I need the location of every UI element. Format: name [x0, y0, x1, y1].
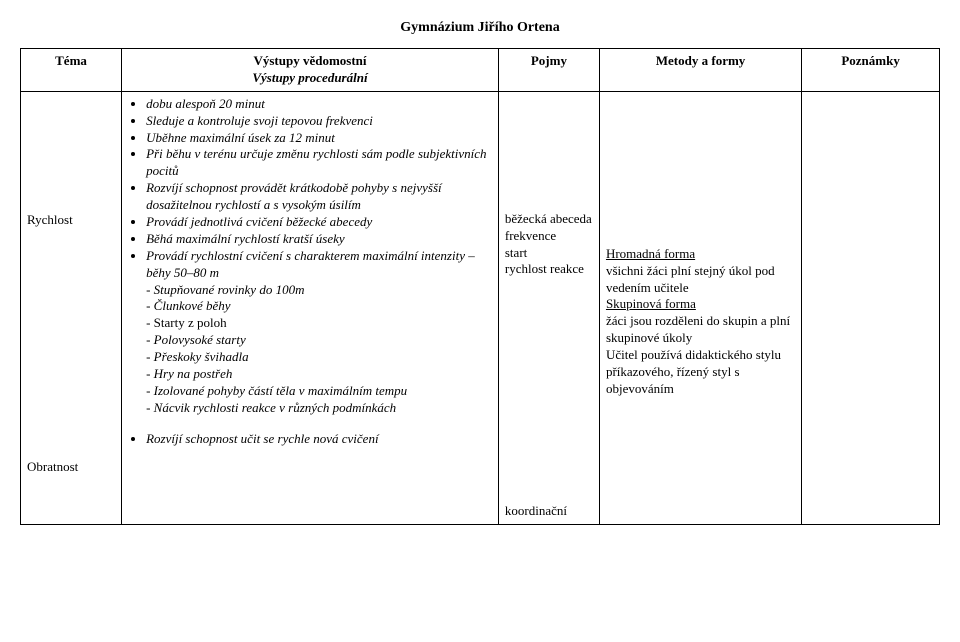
metody-text: Učitel používá didaktického stylu příkaz… — [606, 347, 795, 398]
page-title: Gymnázium Jiřího Ortena — [20, 20, 940, 36]
metody-cell: Hromadná forma všichni žáci plní stejný … — [599, 91, 801, 524]
pojem: rychlost reakce — [505, 261, 593, 278]
vystup-dash-item: Hry na postřeh — [146, 366, 492, 383]
metody-text: všichni žáci plní stejný úkol pod vedení… — [606, 263, 795, 297]
vystup-item: Uběhne maximální úsek za 12 minut — [146, 130, 492, 147]
vystup-dash-item: Izolované pohyby částí těla v maximálním… — [146, 383, 492, 400]
vystup-dash-item: Přeskoky švihadla — [146, 349, 492, 366]
pojem: start — [505, 245, 593, 262]
vystup-item: dobu alespoň 20 minut — [146, 96, 492, 113]
vystup-dash-item: Nácvik rychlosti reakce v různých podmín… — [146, 400, 492, 417]
pojmy-cell: běžecká abeceda frekvence start rychlost… — [498, 91, 599, 524]
vystup-item: Provádí jednotlivá cvičení běžecké abece… — [146, 214, 492, 231]
metody-label-hromadna: Hromadná forma — [606, 246, 695, 261]
vystup-item: Při běhu v terénu určuje změnu rychlosti… — [146, 146, 492, 180]
col-header-vystupy: Výstupy vědomostní Výstupy procedurální — [122, 49, 499, 92]
header-vystupy-ved: Výstupy vědomostní — [128, 53, 492, 70]
vystupy-cell: dobu alespoň 20 minut Sleduje a kontrolu… — [122, 91, 499, 524]
vystup-item: Rozvíjí schopnost provádět krátkodobě po… — [146, 180, 492, 214]
curriculum-table: Téma Výstupy vědomostní Výstupy procedur… — [20, 48, 940, 525]
col-header-metody: Metody a formy — [599, 49, 801, 92]
vystup-dash-item: Člunkové běhy — [146, 298, 492, 315]
vystup-dash-item: Stupňované rovinky do 100m — [146, 282, 492, 299]
pojem: běžecká abeceda — [505, 211, 593, 228]
header-vystupy-proc: Výstupy procedurální — [128, 70, 492, 87]
col-header-poznamky: Poznámky — [802, 49, 940, 92]
pojem: frekvence — [505, 228, 593, 245]
col-header-tema: Téma — [21, 49, 122, 92]
table-header-row: Téma Výstupy vědomostní Výstupy procedur… — [21, 49, 940, 92]
vystup-item: Sleduje a kontroluje svoji tepovou frekv… — [146, 113, 492, 130]
metody-text: žáci jsou rozděleni do skupin a plní sku… — [606, 313, 795, 347]
tema-rychlost: Rychlost — [27, 212, 115, 229]
table-row: Rychlost Obratnost dobu alespoň 20 minut… — [21, 91, 940, 524]
poznamky-cell — [802, 91, 940, 524]
vystup-item: Běhá maximální rychlostí kratší úseky — [146, 231, 492, 248]
col-header-pojmy: Pojmy — [498, 49, 599, 92]
vystup-dash-item: Starty z poloh — [146, 315, 492, 332]
vystup-item: Provádí rychlostní cvičení s charakterem… — [146, 248, 492, 282]
vystup-item: Rozvíjí schopnost učit se rychle nová cv… — [146, 431, 492, 448]
vystup-dash-item: Polovysoké starty — [146, 332, 492, 349]
metody-label-skupinova: Skupinová forma — [606, 296, 696, 311]
tema-cell: Rychlost Obratnost — [21, 91, 122, 524]
pojem-bottom: koordinační — [505, 503, 593, 520]
tema-obratnost: Obratnost — [27, 459, 115, 476]
